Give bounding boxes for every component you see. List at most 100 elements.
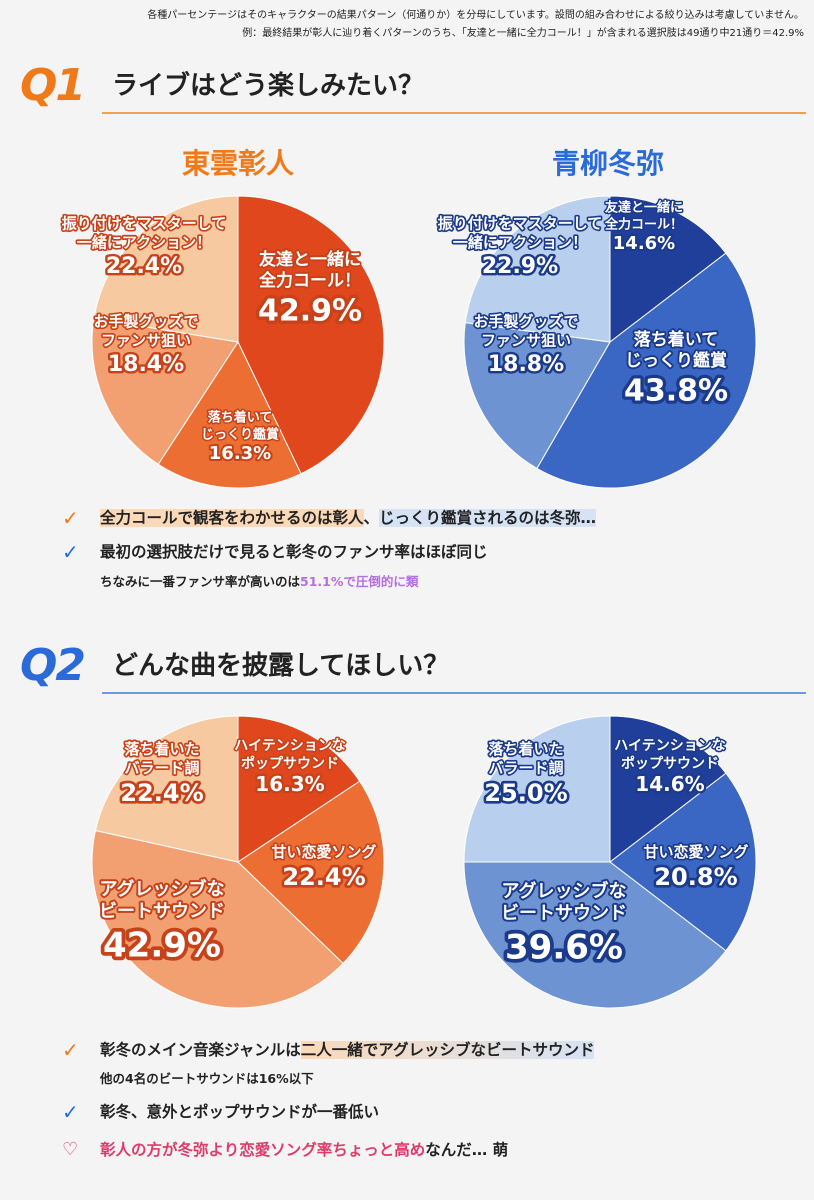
pie-slice bbox=[93, 195, 239, 343]
q2-bullet-1: ✓ 彰冬のメイン音楽ジャンルは二人一緒でアグレッシブなビートサウンド bbox=[62, 1038, 595, 1062]
slice-label: お手製グッズで bbox=[473, 313, 578, 331]
q2-bullet-1-hl: 二人一緒でアグレッシブなビートサウンド bbox=[300, 1041, 595, 1059]
q1-char-akito: 東雲彰人 bbox=[181, 147, 294, 180]
slice-percent: 18.8% bbox=[488, 352, 564, 377]
slice-label: じっくり鑑賞 bbox=[201, 426, 279, 442]
slice-label: お手製グッズで bbox=[93, 313, 198, 331]
q2-badge: Q2 bbox=[20, 640, 86, 691]
q2-title: どんな曲を披露してほしい？ bbox=[112, 651, 450, 681]
slice-label: 落ち着いた bbox=[488, 740, 563, 758]
q1-bullet-2: ✓ 最初の選択肢だけで見ると彰冬のファンサ率はほぼ同じ bbox=[62, 540, 488, 564]
slice-percent: 42.9% bbox=[258, 294, 362, 329]
slice-label: 落ち着いて bbox=[634, 329, 719, 350]
slice-label: ビートサウンド bbox=[99, 901, 225, 922]
pie-slice bbox=[536, 252, 757, 489]
slice-label: 落ち着いて bbox=[208, 409, 273, 425]
slice-percent: 22.4% bbox=[106, 254, 182, 279]
q1-char-toya: 青柳冬弥 bbox=[551, 147, 664, 180]
pie-slice bbox=[157, 340, 302, 489]
pie-slice bbox=[463, 322, 611, 470]
pie-slice bbox=[609, 195, 727, 344]
slice-percent: 43.8% bbox=[624, 374, 728, 409]
q1-header: Q1 ライブはどう楽しみたい？ bbox=[14, 58, 806, 114]
slice-label: 振り付けをマスターして bbox=[438, 215, 603, 233]
heart-icon: ♡ bbox=[62, 1139, 79, 1160]
slice-percent: 16.3% bbox=[255, 772, 324, 796]
slice-label: ファンサ狙い bbox=[101, 332, 191, 350]
slice-label: 友達と一緒に bbox=[605, 199, 683, 215]
slice-label: 振り付けをマスターして bbox=[62, 215, 227, 233]
header-note-2: 例：最終結果が彰人に辿り着くパターンのうち、「友達と一緒に全力コール！」が含まれ… bbox=[242, 28, 804, 39]
slice-percent: 14.6% bbox=[635, 772, 704, 796]
q2-bullet-2-text: 彰冬、意外とポップサウンドが一番低い bbox=[100, 1103, 380, 1121]
q2-bullet-3-post: なんだ… 萌 bbox=[425, 1141, 509, 1159]
slice-label: ハイテンションな bbox=[614, 738, 725, 754]
pie-slice bbox=[463, 861, 727, 1009]
slice-percent: 18.4% bbox=[108, 352, 184, 377]
slice-label: 一緒にアクション！ bbox=[77, 234, 211, 252]
pie-slice bbox=[464, 195, 611, 343]
slice-label: ポップサウンド bbox=[241, 755, 339, 772]
header-note-1: 各種パーセンテージはそのキャラクターの結果パターン（何通りか）を分母にしています… bbox=[147, 10, 804, 21]
slice-label: ファンサ狙い bbox=[481, 332, 571, 350]
check-icon: ✓ bbox=[62, 1038, 79, 1062]
pie-slice bbox=[91, 829, 344, 1009]
slice-label: 落ち着いた bbox=[124, 740, 199, 758]
pie-slice bbox=[609, 715, 727, 864]
q1-sub-note: ちなみに一番ファンサ率が高いのは51.1%で圧倒的に類 bbox=[100, 571, 418, 590]
slice-percent: 39.6% bbox=[505, 927, 623, 967]
q2-header: Q2 どんな曲を披露してほしい？ bbox=[14, 638, 806, 694]
slice-label: 甘い恋愛ソング bbox=[271, 843, 376, 861]
pie-slice bbox=[91, 317, 239, 465]
slice-label: バラード調 bbox=[488, 759, 563, 777]
slice-percent: 16.3% bbox=[209, 443, 271, 464]
slice-percent: 22.9% bbox=[482, 254, 558, 279]
q2-bullet-3-hl: 彰人の方が冬弥より恋愛ソング率ちょっと高め bbox=[100, 1141, 426, 1159]
slice-percent: 25.0% bbox=[484, 779, 567, 807]
slice-label: 全力コール！ bbox=[604, 216, 683, 232]
q2-divider bbox=[102, 692, 806, 694]
q2-bullet-2: ✓ 彰冬、意外とポップサウンドが一番低い bbox=[62, 1100, 379, 1124]
q1-bullet-1: ✓ 全力コールで観客をわかせるのは彰人、じっくり鑑賞されるのは冬弥… bbox=[62, 506, 597, 530]
q1-divider bbox=[102, 112, 806, 114]
pie-slice bbox=[463, 715, 611, 863]
q1-bullet-1-hl-b: じっくり鑑賞されるのは冬弥… bbox=[379, 509, 597, 527]
slice-label: アグレッシブな bbox=[501, 880, 626, 902]
slice-label: アグレッシブな bbox=[99, 878, 224, 900]
pie-slice bbox=[609, 772, 757, 952]
q1-badge: Q1 bbox=[20, 60, 86, 111]
q2-sub-note: 他の4名のビートサウンドは16%以下 bbox=[100, 1071, 314, 1086]
slice-percent: 42.9% bbox=[103, 925, 221, 965]
slice-label: ビートサウンド bbox=[501, 903, 627, 924]
slice-label: 甘い恋愛ソング bbox=[643, 843, 748, 861]
pie-slice bbox=[94, 715, 239, 863]
slice-percent: 22.4% bbox=[120, 779, 203, 807]
q1-sub-pre: ちなみに一番ファンサ率が高いのは bbox=[100, 574, 301, 589]
pie-slice bbox=[237, 195, 385, 475]
q1-title: ライブはどう楽しみたい？ bbox=[112, 71, 425, 101]
q1-bullet-1-sep: 、 bbox=[363, 509, 380, 527]
q1-bullet-1-hl-a: 全力コールで観客をわかせるのは彰人 bbox=[100, 509, 364, 527]
slice-percent: 14.6% bbox=[613, 233, 675, 254]
q2-bullet-1-pre: 彰冬のメイン音楽ジャンルは bbox=[100, 1041, 301, 1059]
slice-label: ハイテンションな bbox=[234, 738, 345, 754]
slice-percent: 20.8% bbox=[654, 863, 737, 891]
slice-label: じっくり鑑賞 bbox=[625, 350, 727, 371]
slice-label: ポップサウンド bbox=[621, 755, 719, 772]
pie-slice bbox=[237, 780, 385, 965]
slice-label: 全力コール！ bbox=[258, 270, 361, 291]
check-icon: ✓ bbox=[62, 506, 79, 530]
q1-bullet-2-text: 最初の選択肢だけで見ると彰冬のファンサ率はほぼ同じ bbox=[100, 543, 488, 561]
slice-label: バラード調 bbox=[124, 759, 199, 777]
slice-percent: 22.4% bbox=[282, 863, 365, 891]
q2-bullet-3: ♡ 彰人の方が冬弥より恋愛ソング率ちょっと高めなんだ… 萌 bbox=[62, 1138, 508, 1162]
check-icon: ✓ bbox=[62, 540, 79, 564]
slice-label: 友達と一緒に bbox=[259, 249, 361, 270]
pie-slice bbox=[237, 715, 361, 863]
slice-label: 一緒にアクション！ bbox=[453, 234, 587, 252]
q1-sub-highlight: 51.1%で圧倒的に類 bbox=[300, 574, 419, 589]
